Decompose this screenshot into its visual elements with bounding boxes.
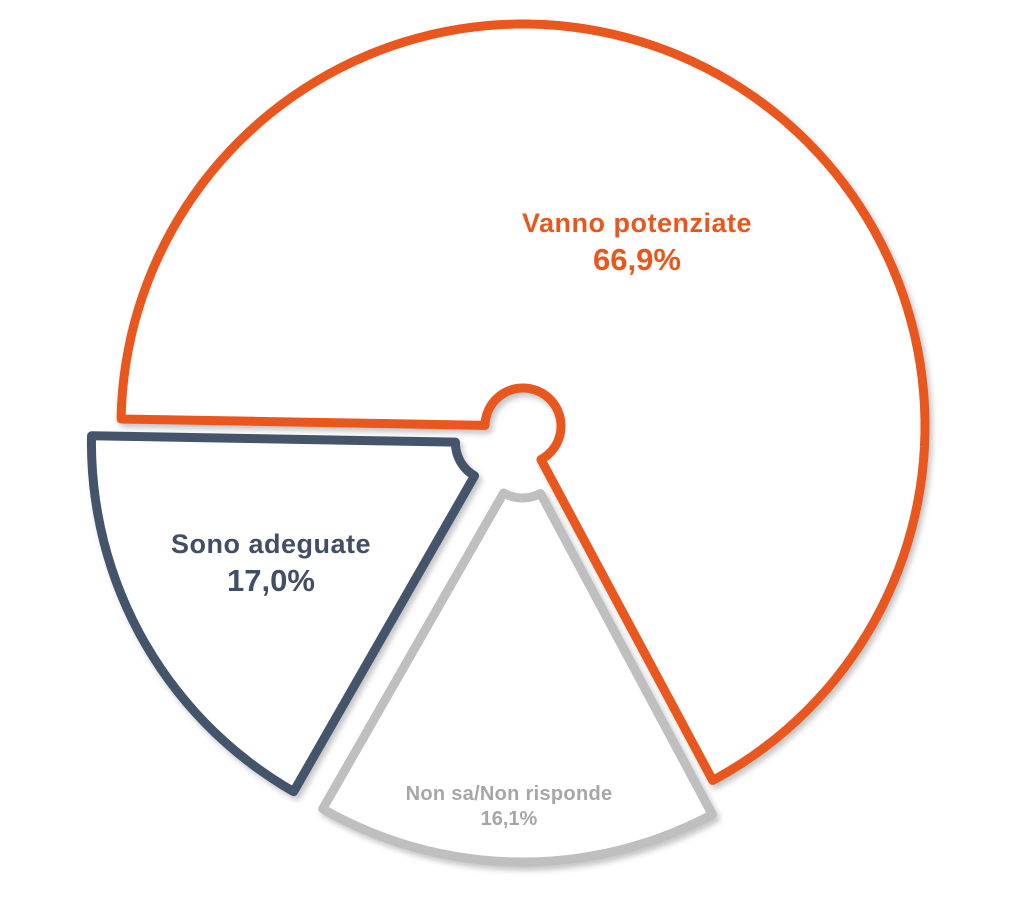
pie-slice-non-sa-non-risponde xyxy=(318,488,717,867)
pie-slice-sono-adeguate xyxy=(86,431,480,797)
pie-slice-vanno-potenziate xyxy=(116,19,930,785)
